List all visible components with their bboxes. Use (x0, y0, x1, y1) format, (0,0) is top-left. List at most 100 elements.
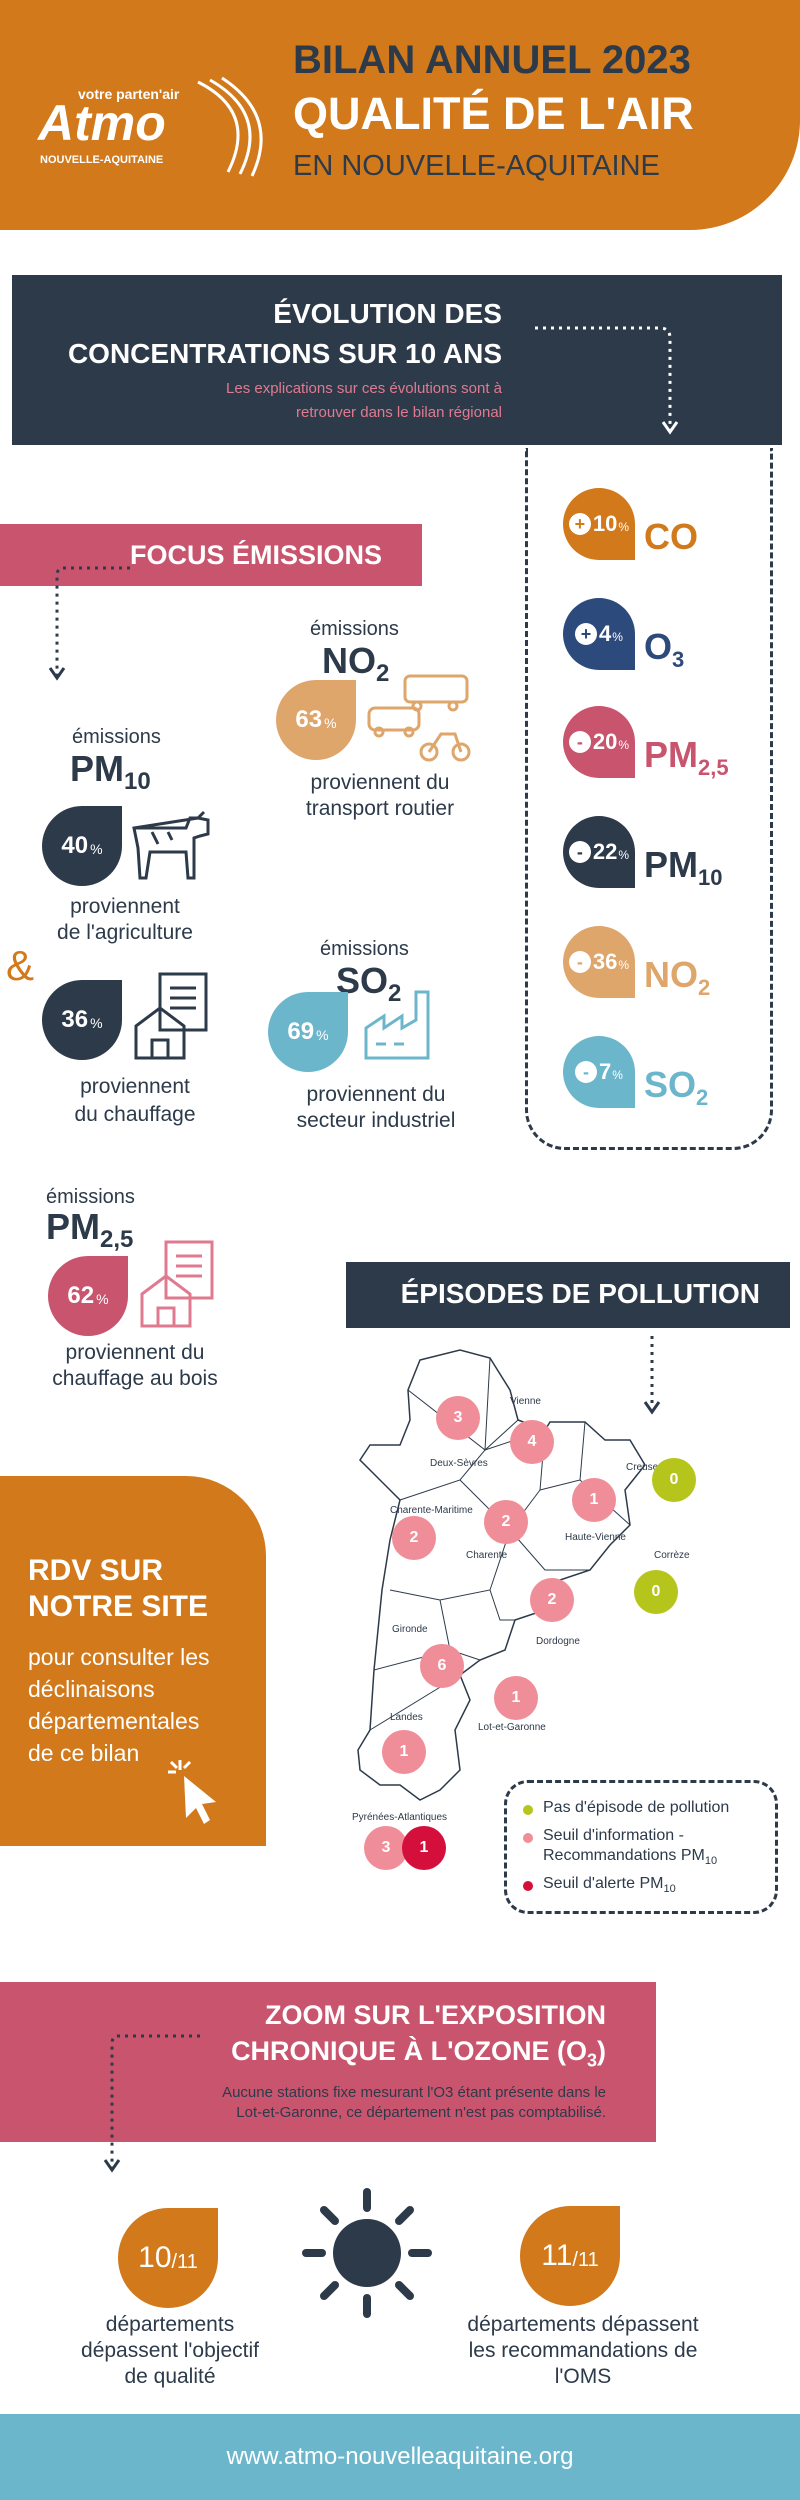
vehicles-icon (367, 674, 471, 762)
rdv-text-line4: de ce bilan (28, 1740, 140, 1766)
evolution-value: 20 (592, 729, 618, 754)
ozone-left-desc-line1: départements (105, 2313, 235, 2336)
no2-sub: 2 (376, 660, 390, 688)
evolution-percent-badge: +4% (563, 598, 635, 670)
evolution-panel (525, 448, 773, 1150)
ozone-left-drop: 10/11 (118, 2208, 218, 2308)
no2-desc-line2: transport routier (305, 797, 455, 820)
map-label-haute-vienne: Haute-Vienne (565, 1532, 626, 1543)
evolution-pollutant-sub: 10 (698, 865, 723, 891)
pm25-emissions-label: émissions (46, 1186, 135, 1208)
legend-info-label-line2: Recommandations PM10 (543, 1847, 717, 1867)
evolution-percent-badge: +10% (563, 488, 635, 560)
map-episode-bubble: 0 (652, 1458, 696, 1502)
map-label-vienne: Vienne (510, 1396, 541, 1407)
ozone-arrow-connector (103, 2034, 200, 2173)
pm10b-percent-drop: 36% (42, 980, 122, 1060)
rdv-card[interactable] (0, 1476, 266, 1846)
ozone-right-drop: 11/11 (520, 2206, 620, 2306)
map-episode-bubble: 4 (510, 1420, 554, 1464)
pm10-percent-drop: 40% (42, 806, 122, 886)
pm10-emissions-formula: PM10 (70, 748, 151, 796)
map-legend: Pas d'épisode de pollution Seuil d'infor… (504, 1780, 778, 1914)
logo-name: Atmo (38, 95, 166, 151)
evolution-percent-badge: -20% (563, 706, 635, 778)
evolution-percent-badge: -22% (563, 816, 635, 888)
no2-emissions-formula: NO2 (322, 640, 389, 688)
legend-alert-sub: 10 (663, 1883, 676, 1896)
evolution-sign: - (568, 841, 591, 863)
page-title-line1: BILAN ANNUEL 2023 (293, 38, 691, 82)
no2-name: NO (322, 640, 376, 681)
evolution-sign: + (575, 623, 598, 645)
evolution-pollutant-name: SO (644, 1064, 697, 1105)
ozone-left-desc-line2: dépassent l'objectif (81, 2339, 259, 2362)
evolution-unit: % (618, 848, 630, 862)
evolution-pollutant-sub: 2,5 (698, 755, 729, 781)
evolution-note-line1: Les explications sur ces évolutions sont… (226, 380, 502, 397)
header-banner (0, 0, 800, 230)
footer-bar (0, 2414, 800, 2500)
footer-website-link[interactable]: www.atmo-nouvelleaquitaine.org (226, 2443, 574, 2470)
pm25-name: PM (46, 1206, 100, 1247)
focus-title: FOCUS ÉMISSIONS (130, 540, 383, 570)
cursor-click-icon[interactable] (168, 1758, 228, 1828)
map-episode-bubble: 1 (572, 1478, 616, 1522)
map-label-pyrenees-atlantiques: Pyrénées-Atlantiques (352, 1812, 448, 1823)
nouvelle-aquitaine-map (357, 1349, 646, 1801)
evolution-pollutant: CO (644, 516, 698, 563)
rdv-title-line2: NOTRE SITE (28, 1590, 209, 1623)
pm10-name: PM (70, 748, 124, 789)
ozone-note-line2: Lot-et-Garonne, ce département n'est pas… (236, 2104, 606, 2121)
logo-region: NOUVELLE-AQUITAINE (40, 154, 164, 166)
map-episode-bubble: 1 (494, 1676, 538, 1720)
pm25-percent-unit: % (96, 1291, 109, 1307)
evolution-pollutant-name: NO (644, 954, 698, 995)
factory-icon (364, 990, 430, 1060)
evolution-arrow-connector (535, 326, 679, 435)
pm10-desc-line1: proviennent (70, 895, 180, 918)
evolution-sign: + (568, 513, 591, 535)
evolution-title-line2: CONCENTRATIONS SUR 10 ANS (67, 338, 502, 369)
pm10b-desc-line1: proviennent (80, 1075, 190, 1098)
map-episode-bubble: 2 (484, 1500, 528, 1544)
logo[interactable]: votre parten'air Atmo NOUVELLE-AQUITAINE (38, 72, 263, 182)
evolution-note-line2: retrouver dans le bilan régional (296, 404, 502, 421)
ampersand: & (6, 942, 35, 989)
pm25-percent-drop: 62% (48, 1256, 128, 1336)
evolution-banner (12, 275, 782, 445)
map-episode-bubble: 0 (634, 1570, 678, 1614)
evolution-pollutant-name: CO (644, 516, 698, 557)
house-doc-icon (134, 972, 208, 1060)
map-episode-bubble: 2 (392, 1516, 436, 1560)
ozone-left-denom: /11 (171, 2250, 198, 2273)
map-episode-bubble: 6 (420, 1644, 464, 1688)
ozone-left-desc-line3: de qualité (124, 2365, 216, 2388)
rdv-text-line2: déclinaisons (28, 1676, 155, 1702)
evolution-title-line1: ÉVOLUTION DES (273, 298, 502, 329)
pm25-desc-line1: proviennent du (65, 1341, 205, 1364)
focus-arrow-connector (48, 566, 130, 681)
so2-percent-drop: 69% (268, 992, 348, 1072)
evolution-sign: - (568, 951, 591, 973)
rdv-title-line1: RDV SUR (28, 1554, 164, 1587)
ozone-right-denom: /11 (572, 2248, 599, 2271)
pm10-emissions-label: émissions (72, 726, 161, 748)
ozone-right-value: 11 (541, 2239, 573, 2272)
episodes-arrow-connector (643, 1336, 661, 1415)
evolution-unit: % (612, 630, 623, 644)
pm10-percent-value: 40 (61, 832, 89, 859)
episodes-banner (346, 1262, 790, 1328)
map-label-correze: Corrèze (654, 1550, 690, 1561)
pm25-sub: 2,5 (100, 1226, 134, 1254)
no2-desc-line1: proviennent du (310, 771, 450, 794)
ozone-title-text: CHRONIQUE À L'OZONE (O (231, 2036, 587, 2066)
evolution-unit: % (618, 958, 630, 972)
pm10b-percent-value: 36 (61, 1006, 89, 1033)
ozone-banner (0, 1982, 656, 2142)
ozone-note-line1: Aucune stations fixe mesurant l'O3 étant… (222, 2084, 606, 2101)
map-label-creuse: Creuse (626, 1462, 659, 1473)
pm10b-desc-line2: du chauffage (74, 1103, 196, 1126)
evolution-pollutant: PM2,5 (644, 734, 729, 781)
map-label-dordogne: Dordogne (536, 1636, 580, 1647)
